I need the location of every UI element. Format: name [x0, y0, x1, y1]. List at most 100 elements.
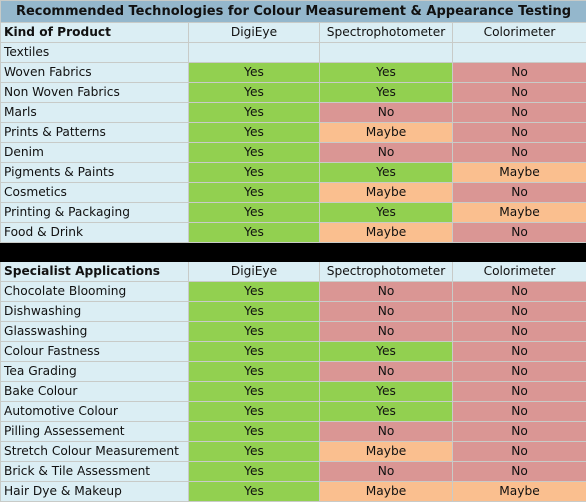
rating-cell: Yes [188, 461, 320, 482]
rating-cell: Yes [188, 102, 320, 123]
rating-cell: Maybe [319, 122, 453, 143]
rating-cell: No [319, 421, 453, 442]
row-label: Hair Dye & Makeup [0, 481, 189, 502]
column-header: Colorimeter [451, 22, 586, 43]
rating-cell: No [319, 281, 453, 302]
table-row: Denim Yes No No [0, 142, 586, 163]
rating-cell: No [451, 441, 586, 462]
table-row: Prints & Patterns Yes Maybe No [0, 122, 586, 143]
column-header: Colorimeter [451, 261, 586, 282]
column-header: Spectrophotometer [319, 22, 453, 43]
table-row: Chocolate Blooming Yes No No [0, 281, 586, 302]
rating-cell: No [451, 142, 586, 163]
table-row: Marls Yes No No [0, 102, 586, 123]
rating-cell: Yes [188, 421, 320, 442]
rating-cell: Yes [188, 202, 320, 223]
row-label: Tea Grading [0, 361, 189, 382]
rating-cell: Maybe [319, 441, 453, 462]
section-separator [0, 242, 586, 262]
row-label: Prints & Patterns [0, 122, 189, 143]
rating-cell: No [319, 102, 453, 123]
rating-cell: Yes [188, 301, 320, 322]
table-row: Bake Colour Yes Yes No [0, 381, 586, 402]
table-row: Automotive Colour Yes Yes No [0, 401, 586, 422]
rating-cell: No [319, 321, 453, 342]
rating-cell: Yes [188, 361, 320, 382]
rating-cell: No [451, 341, 586, 362]
table-row: Tea Grading Yes No No [0, 361, 586, 382]
category-label: Textiles [0, 42, 189, 63]
rating-cell: Yes [319, 341, 453, 362]
rating-cell: Maybe [319, 222, 453, 243]
rating-cell: No [319, 142, 453, 163]
rating-cell: Yes [188, 401, 320, 422]
table-row: Colour Fastness Yes Yes No [0, 341, 586, 362]
row-label: Woven Fabrics [0, 62, 189, 83]
row-label: Brick & Tile Assessment [0, 461, 189, 482]
empty-cell [451, 42, 586, 63]
rating-cell: No [451, 182, 586, 203]
table-row: Printing & Packaging Yes Yes Maybe [0, 202, 586, 223]
row-label: Colour Fastness [0, 341, 189, 362]
rating-cell: Yes [188, 481, 320, 502]
rating-cell: No [451, 82, 586, 103]
row-label: Cosmetics [0, 182, 189, 203]
row-label: Automotive Colour [0, 401, 189, 422]
rating-cell: Yes [319, 401, 453, 422]
section-header-label: Kind of Product [0, 22, 189, 43]
rating-cell: No [319, 301, 453, 322]
row-label: Pilling Assessement [0, 421, 189, 442]
table-title: Recommended Technologies for Colour Meas… [0, 0, 586, 23]
rating-cell: Yes [188, 222, 320, 243]
rating-cell: Yes [188, 281, 320, 302]
table-row: Non Woven Fabrics Yes Yes No [0, 82, 586, 103]
rating-cell: Yes [319, 162, 453, 183]
rating-cell: Yes [319, 202, 453, 223]
rating-cell: No [319, 461, 453, 482]
rating-cell: Yes [188, 321, 320, 342]
rating-cell: Yes [319, 82, 453, 103]
rating-cell: No [451, 361, 586, 382]
rating-cell: No [451, 381, 586, 402]
rating-cell: Yes [188, 162, 320, 183]
rating-cell: No [451, 321, 586, 342]
rating-cell: Yes [188, 182, 320, 203]
rating-cell: Yes [319, 62, 453, 83]
row-label: Pigments & Paints [0, 162, 189, 183]
rating-cell: Yes [319, 381, 453, 402]
rating-cell: No [451, 122, 586, 143]
rating-cell: Yes [188, 381, 320, 402]
section-header-row: Specialist Applications DigiEye Spectropho… [0, 261, 586, 282]
row-label: Denim [0, 142, 189, 163]
table-row: Stretch Colour Measurement Yes Maybe No [0, 441, 586, 462]
column-header: DigiEye [188, 22, 320, 43]
rating-cell: No [319, 361, 453, 382]
row-label: Printing & Packaging [0, 202, 189, 223]
rating-cell: No [451, 222, 586, 243]
title-row: Recommended Technologies for Colour Meas… [0, 0, 586, 23]
table-row: Food & Drink Yes Maybe No [0, 222, 586, 243]
rating-cell: Maybe [451, 162, 586, 183]
section-header-label: Specialist Applications [0, 261, 189, 282]
table-row: Glasswashing Yes No No [0, 321, 586, 342]
table-row: Cosmetics Yes Maybe No [0, 182, 586, 203]
rating-cell: Yes [188, 122, 320, 143]
rating-cell: No [451, 301, 586, 322]
row-label: Chocolate Blooming [0, 281, 189, 302]
rating-cell: No [451, 461, 586, 482]
rating-cell: Maybe [451, 481, 586, 502]
separator-cell [0, 242, 586, 262]
category-row: Textiles [0, 42, 586, 63]
rating-cell: Maybe [319, 182, 453, 203]
rating-cell: No [451, 62, 586, 83]
row-label: Dishwashing [0, 301, 189, 322]
table-row: Dishwashing Yes No No [0, 301, 586, 322]
row-label: Stretch Colour Measurement [0, 441, 189, 462]
row-label: Glasswashing [0, 321, 189, 342]
empty-cell [188, 42, 320, 63]
rating-cell: Yes [188, 341, 320, 362]
rating-cell: No [451, 102, 586, 123]
